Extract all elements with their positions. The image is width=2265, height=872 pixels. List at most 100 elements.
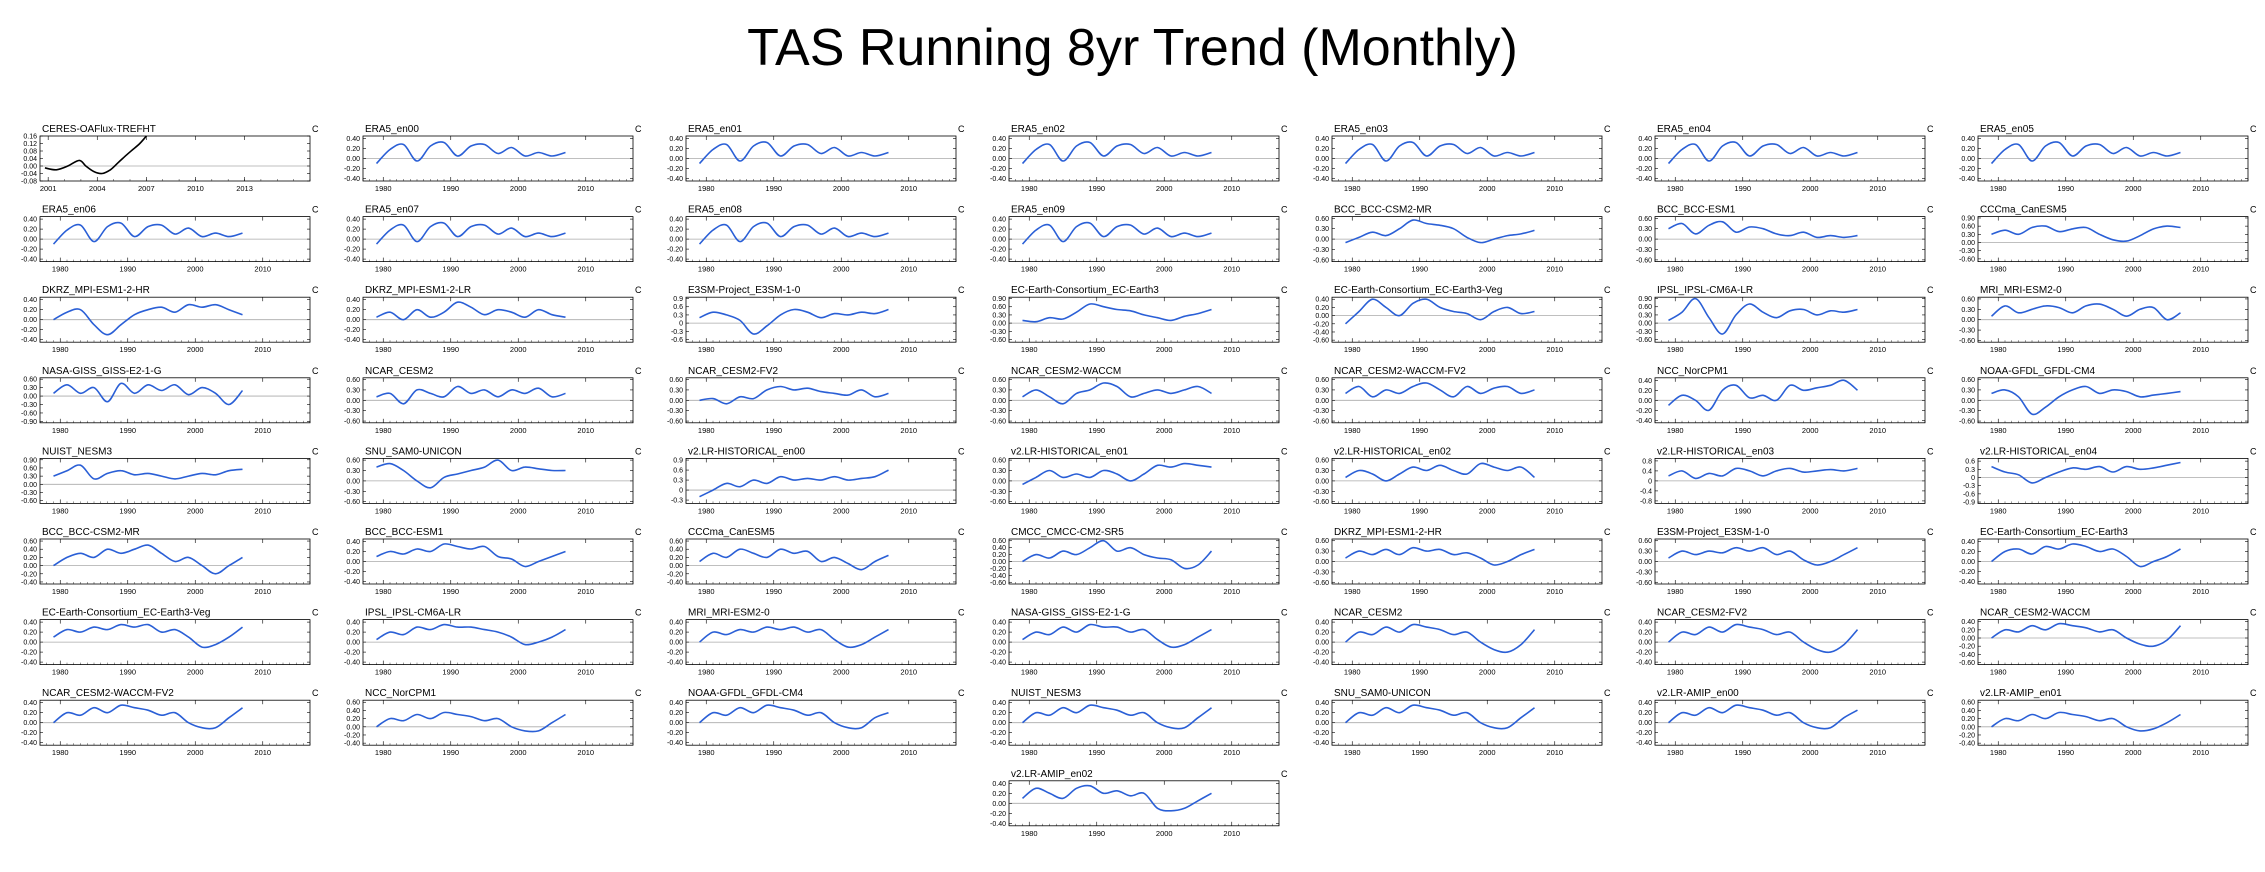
x-tick-label: 2000	[510, 587, 527, 596]
units-label: C	[1604, 124, 1611, 134]
x-tick-label: 2010	[1546, 265, 1563, 274]
panel-32: v2.LR-HISTORICAL_en02 C 0.60 0.30 0.00 -0.30 -…	[1313, 446, 1611, 515]
x-tick-label: 2000	[1156, 265, 1173, 274]
panel-title: ERA5_en09	[1011, 205, 1065, 216]
x-tick-label: 1980	[1344, 748, 1361, 757]
units-label: C	[958, 688, 965, 698]
units-label: C	[635, 527, 642, 537]
y-tick-label: -0.20	[1636, 408, 1652, 415]
y-tick-label: 0.00	[23, 164, 37, 171]
y-tick-label: 0.00	[669, 237, 683, 244]
y-tick-label: 0.00	[992, 321, 1006, 328]
x-tick-label: 2000	[510, 668, 527, 677]
y-tick-label: 0.20	[346, 307, 360, 314]
x-tick-label: 1990	[2057, 345, 2074, 354]
panel-title: NUIST_NESM3	[1011, 688, 1081, 699]
y-tick-label: 0.20	[1638, 388, 1652, 395]
units-label: C	[312, 285, 319, 295]
y-tick-label: 0.30	[1315, 468, 1329, 475]
panel-16: E3SM-Project_E3SM-1-0 C 0.90.60.3 0-0.3-0.6…	[671, 285, 965, 354]
y-tick-label: 0.30	[669, 387, 683, 394]
y-tick-label: 0.00	[669, 398, 683, 405]
x-tick-label: 2013	[236, 184, 253, 193]
y-tick-label: 0.30	[23, 385, 37, 392]
x-tick-label: 2010	[1223, 829, 1240, 838]
y-tick-label: -0.60	[990, 499, 1006, 506]
y-tick-label: 0.60	[23, 465, 37, 472]
panel-title: NCAR_CESM2-WACCM-FV2	[42, 688, 174, 699]
y-tick-label: -0.6	[671, 337, 683, 344]
x-tick-label: 1990	[119, 748, 136, 757]
y-tick-label: 0.20	[992, 710, 1006, 717]
x-tick-label: 1990	[442, 506, 459, 515]
x-tick-label: 1990	[1734, 668, 1751, 677]
y-tick-label: 0.00	[1961, 398, 1975, 405]
y-tick-label: 0.60	[992, 538, 1006, 545]
y-tick-label: 0.20	[1315, 305, 1329, 312]
series-line	[53, 303, 243, 336]
y-tick-label: -0.20	[344, 166, 360, 173]
units-label: C	[2250, 366, 2257, 376]
panel-43: IPSL_IPSL-CM6A-LR C 0.40 0.20 0.00 -0.20 -0.40…	[344, 608, 642, 677]
x-tick-label: 1990	[1734, 265, 1751, 274]
x-tick-label: 1980	[1990, 345, 2007, 354]
x-tick-label: 2000	[510, 265, 527, 274]
x-tick-label: 2010	[254, 587, 271, 596]
y-tick-label: -0.3	[671, 498, 683, 505]
y-tick-label: 0.00	[1961, 317, 1975, 324]
x-tick-label: 2000	[1479, 668, 1496, 677]
x-tick-label: 2004	[89, 184, 106, 193]
x-tick-label: 2000	[510, 184, 527, 193]
panel-41: EC-Earth-Consortium_EC-Earth3 C 0.40 0.20 0.…	[1959, 527, 2257, 596]
y-tick-label: 0.90	[992, 296, 1006, 303]
x-tick-label: 1980	[1021, 265, 1038, 274]
x-tick-label: 1990	[1088, 829, 1105, 838]
panel-title: EC-Earth-Consortium_EC-Earth3-Veg	[42, 608, 210, 619]
units-label: C	[1281, 688, 1288, 698]
y-tick-label: 0.20	[23, 710, 37, 717]
y-tick-label: 0.00	[992, 720, 1006, 727]
panel-13: CCCma_CanESM5 C 0.90 0.600.300.00-0.30-0.60…	[1959, 205, 2257, 274]
y-tick-label: 0.40	[992, 136, 1006, 143]
x-tick-label: 1980	[52, 668, 69, 677]
y-tick-label: 0.20	[1638, 146, 1652, 153]
units-label: C	[1281, 608, 1288, 618]
plot-frame	[1977, 457, 2249, 504]
x-tick-label: 1980	[698, 345, 715, 354]
y-tick-label: -0.20	[990, 166, 1006, 173]
panel-0: CERES-OAFlux-TREFHT C 0.160.120.080.040.00…	[21, 124, 319, 193]
y-tick-label: -0.20	[1959, 166, 1975, 173]
y-tick-label: 0.00	[1315, 720, 1329, 727]
panel-29: SNU_SAM0-UNICON C 0.60 0.30 0.00 -0.30 -0.60 19…	[344, 446, 642, 515]
x-tick-label: 2010	[1869, 184, 1886, 193]
y-tick-label: -0.20	[344, 247, 360, 254]
y-tick-label: 0.00	[669, 156, 683, 163]
y-tick-label: 0.30	[1638, 549, 1652, 556]
y-tick-label: -0.60	[1313, 419, 1329, 426]
series-line	[1021, 784, 1212, 812]
panel-52: NUIST_NESM3 C 0.40 0.20 0.00 -0.20 -0.40 1980 19…	[990, 688, 1288, 757]
units-label: C	[312, 527, 319, 537]
units-label: C	[1927, 205, 1934, 215]
y-tick-label: 0.60	[669, 539, 683, 546]
series-line	[698, 141, 889, 165]
y-tick-label: 0.6	[1965, 459, 1975, 466]
y-tick-label: -0.60	[1313, 499, 1329, 506]
units-label: C	[958, 446, 965, 456]
plot-frame	[1008, 296, 1280, 343]
x-tick-label: 1990	[1088, 748, 1105, 757]
x-tick-label: 1980	[1990, 748, 2007, 757]
panel-50: NCC_NorCPM1 C 0.600.400.200.00-0.20 -0.40 19…	[344, 688, 642, 757]
y-tick-label: 0.60	[1961, 377, 1975, 384]
x-tick-label: 2000	[833, 265, 850, 274]
panel-title: IPSL_IPSL-CM6A-LR	[1657, 285, 1753, 296]
y-tick-label: -0.60	[1313, 338, 1329, 345]
y-tick-label: -0.40	[667, 660, 683, 667]
units-label: C	[635, 124, 642, 134]
x-tick-label: 2010	[2192, 506, 2209, 515]
panel-27: NOAA-GFDL_GFDL-CM4 C 0.60 0.30 0.00 -0.30 -0.6…	[1959, 366, 2257, 435]
x-tick-label: 1990	[1411, 506, 1428, 515]
series-line	[376, 543, 566, 568]
y-tick-label: 0.00	[1961, 724, 1975, 731]
